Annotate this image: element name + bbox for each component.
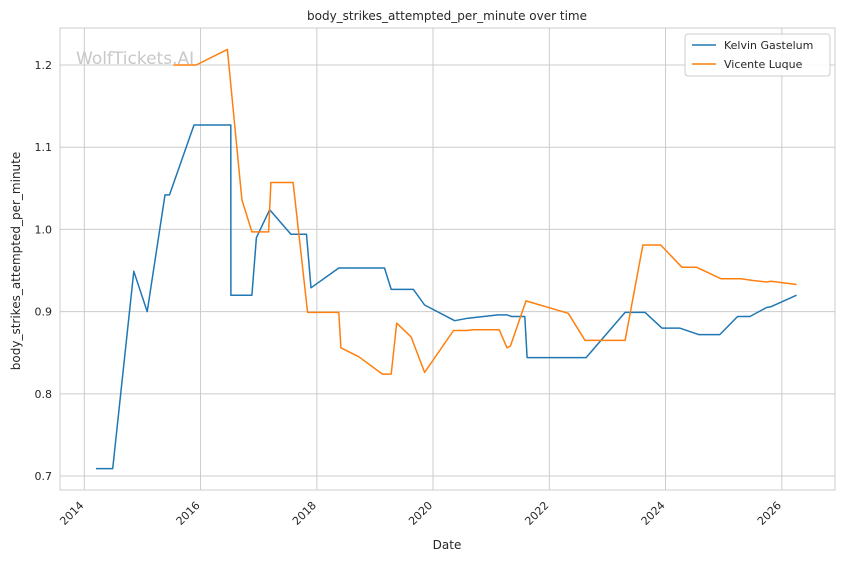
legend: Kelvin Gastelum Vicente Luque — [684, 33, 831, 77]
legend-label-vicente-luque: Vicente Luque — [724, 58, 803, 71]
series-line-kelvin-gastelum — [96, 124, 797, 470]
y-tick-label: 1.0 — [35, 223, 53, 236]
y-tick-label: 0.7 — [35, 470, 53, 483]
y-tick-label: 0.8 — [35, 388, 53, 401]
y-axis-label: body_strikes_attempted_per_minute — [9, 152, 23, 370]
x-axis-label: Date — [433, 538, 462, 552]
watermark: WolfTickets.AI — [76, 49, 194, 69]
y-axis-ticks: 0.7 0.8 0.9 1.0 1.1 1.2 — [35, 59, 53, 483]
legend-label-kelvin-gastelum: Kelvin Gastelum — [724, 39, 813, 52]
chart-title: body_strikes_attempted_per_minute over t… — [307, 9, 587, 23]
y-tick-label: 1.1 — [35, 141, 53, 154]
y-tick-label: 0.9 — [35, 306, 53, 319]
series-lines — [96, 48, 797, 470]
y-tick-label: 1.2 — [35, 59, 53, 72]
legend-box — [684, 33, 831, 77]
series-line-vicente-luque — [173, 48, 797, 375]
plot-frame — [59, 27, 836, 491]
